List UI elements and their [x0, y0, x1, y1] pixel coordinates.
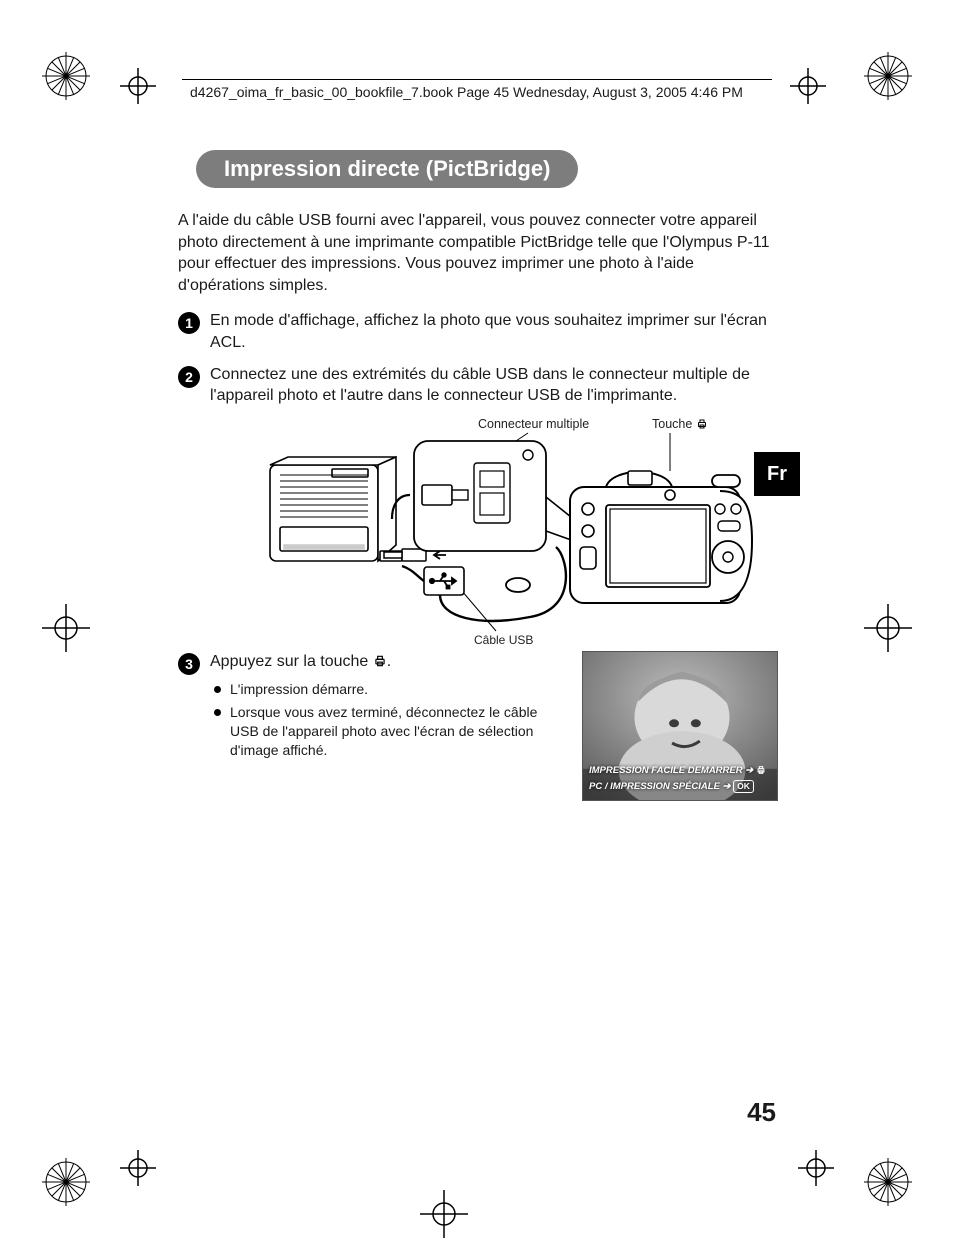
bullet-1: L'impression démarre. [214, 680, 570, 699]
reg-mark-top-left [42, 52, 90, 100]
step-3-bullets: L'impression démarre. Lorsque vous avez … [210, 680, 570, 760]
page-number: 45 [747, 1097, 776, 1128]
step-3-text: Appuyez sur la touche . [210, 651, 570, 675]
step-3: 3 Appuyez sur la touche . L'impression d… [178, 651, 778, 801]
arrow-icon: ➔ [745, 765, 753, 776]
step-number-1: 1 [178, 312, 200, 334]
step-2: 2 Connectez une des extrémités du câble … [178, 364, 778, 407]
arrow-icon: ➔ [723, 781, 731, 792]
print-icon [756, 765, 766, 780]
reg-mark-bottom-left [42, 1158, 90, 1206]
step-3-prefix: Appuyez sur la touche [210, 653, 373, 670]
lcd-caption-line1: IMPRESSION FACILE DEMARRER [589, 765, 743, 776]
lcd-preview: IMPRESSION FACILE DEMARRER ➔ PC / IMPRES… [582, 651, 778, 801]
header-divider [182, 79, 772, 80]
print-icon [373, 653, 387, 675]
crosshair-bottom-center [420, 1190, 468, 1238]
crosshair-mid-right [864, 604, 912, 652]
step-number-3: 3 [178, 653, 200, 675]
step-1: 1 En mode d'affichage, affichez la photo… [178, 310, 778, 353]
crosshair-top-right [790, 68, 826, 104]
reg-mark-top-right [864, 52, 912, 100]
header-text: d4267_oima_fr_basic_00_bookfile_7.book P… [190, 84, 743, 100]
diagram-svg [178, 417, 778, 647]
lcd-caption-line2: PC / IMPRESSION SPÉCIALE [589, 781, 720, 792]
crosshair-mid-left [42, 604, 90, 652]
section-title: Impression directe (PictBridge) [196, 150, 578, 188]
lcd-caption: IMPRESSION FACILE DEMARRER ➔ PC / IMPRES… [589, 765, 766, 794]
crosshair-bottom-right [798, 1150, 834, 1186]
crosshair-bottom-left [120, 1150, 156, 1186]
intro-paragraph: A l'aide du câble USB fourni avec l'appa… [178, 210, 778, 296]
content-column: Impression directe (PictBridge) A l'aide… [178, 150, 778, 811]
bullet-2: Lorsque vous avez terminé, déconnectez l… [214, 703, 570, 760]
crosshair-top-left [120, 68, 156, 104]
step-3-suffix: . [387, 653, 391, 670]
reg-mark-bottom-right [864, 1158, 912, 1206]
ok-badge: OK [733, 780, 754, 793]
step-2-text: Connectez une des extrémités du câble US… [210, 364, 778, 407]
step-1-text: En mode d'affichage, affichez la photo q… [210, 310, 778, 353]
page: d4267_oima_fr_basic_00_bookfile_7.book P… [0, 0, 954, 1258]
connection-diagram: Connecteur multiple Touche Câble USB [178, 417, 778, 647]
step-number-2: 2 [178, 366, 200, 388]
